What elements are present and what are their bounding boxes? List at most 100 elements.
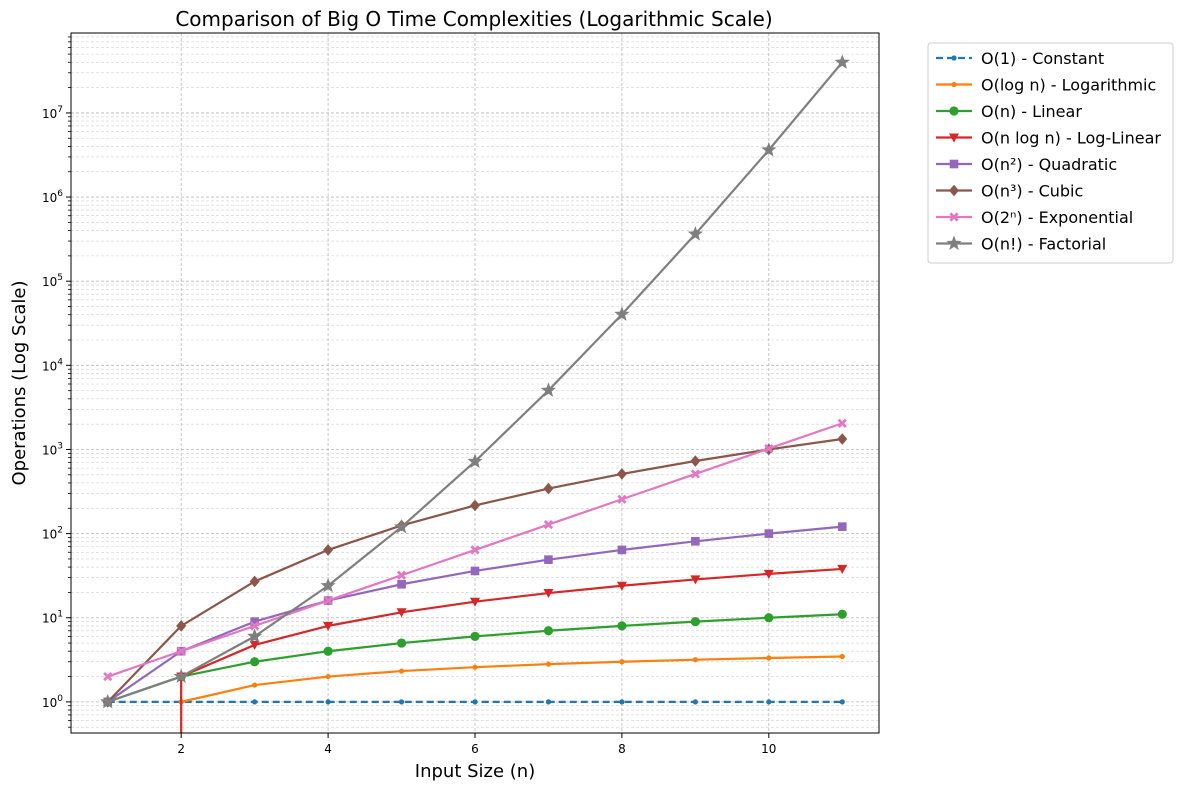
data-point [393, 518, 410, 534]
data-point [617, 545, 627, 555]
legend-label: O(n²) - Quadratic [981, 155, 1117, 174]
y-axis: 100 101 102 103 104 105 106 107 [42, 36, 71, 728]
legend-label: O(1) - Constant [981, 49, 1104, 68]
data-point [100, 693, 116, 709]
data-point [543, 626, 554, 636]
x-tick-label: 10 [761, 742, 776, 756]
data-point [837, 433, 848, 445]
legend: O(1) - Constant O(log n) - Logarithmic O(n… [927, 42, 1174, 264]
data-point [397, 579, 406, 589]
data-point [250, 657, 260, 667]
y-tick-label: 102 [42, 526, 63, 542]
data-point [250, 621, 260, 631]
data-point [692, 657, 698, 663]
legend-item: O(n log n) - Log-Linear [936, 129, 1161, 148]
data-point [690, 575, 701, 585]
data-point [176, 620, 187, 632]
data-point [690, 469, 700, 479]
data-point [543, 519, 554, 530]
series-6 [103, 418, 847, 682]
data-point [247, 628, 263, 643]
data-point [320, 577, 336, 593]
data-point [839, 653, 845, 660]
x-tick-label: 4 [324, 742, 332, 756]
data-point [323, 646, 333, 656]
data-point [614, 306, 630, 321]
data-point [543, 589, 554, 599]
y-tick-label: 105 [42, 273, 63, 289]
data-point [619, 659, 625, 665]
data-point [616, 581, 627, 591]
data-point [398, 668, 405, 674]
data-point [398, 699, 405, 705]
data-point [396, 608, 407, 618]
legend-label: O(n³) - Cubic [981, 182, 1083, 201]
data-point [837, 564, 848, 574]
data-point [325, 673, 331, 680]
x-axis: 2 4 6 8 10 [177, 733, 776, 756]
legend-item: O(n²) - Quadratic [936, 155, 1117, 174]
major-grid [71, 33, 879, 733]
data-point [252, 682, 258, 688]
y-tick-label: 106 [42, 189, 63, 205]
data-point [617, 621, 627, 631]
series-layer [100, 54, 850, 733]
series-line [180, 655, 843, 703]
legend-item: O(n!) - Factorial [936, 235, 1106, 254]
data-point [691, 537, 700, 546]
y-axis-label: Operations (Log Scale) [9, 280, 30, 485]
data-point [545, 661, 552, 667]
chart-title: Comparison of Big O Time Complexities (L… [175, 7, 772, 31]
data-point [766, 699, 772, 705]
data-point [323, 544, 334, 556]
data-point [839, 699, 845, 705]
data-point [470, 597, 480, 607]
data-point [467, 453, 483, 468]
series-1 [178, 653, 845, 705]
data-point [761, 141, 777, 157]
data-point [837, 418, 847, 428]
legend-label: O(n log n) - Log-Linear [981, 129, 1161, 148]
data-point [472, 664, 478, 670]
legend-marker [949, 159, 959, 169]
data-point [617, 494, 627, 504]
data-point [764, 613, 774, 623]
legend-item: O(1) - Constant [936, 49, 1104, 68]
data-point [173, 668, 189, 684]
data-point [619, 699, 625, 705]
data-point [764, 444, 774, 454]
data-point [763, 569, 774, 579]
y-tick-label: 104 [42, 357, 63, 373]
data-point [687, 226, 703, 241]
data-point [766, 655, 772, 661]
legend-marker [949, 212, 959, 222]
legend-label: O(n!) - Factorial [981, 235, 1106, 254]
data-point [470, 499, 480, 512]
legend-marker [946, 235, 962, 250]
data-point [103, 671, 113, 682]
series-7 [100, 54, 850, 709]
data-point [252, 699, 258, 705]
data-point [250, 617, 259, 626]
y-tick-label: 107 [42, 105, 63, 121]
legend-marker [951, 81, 957, 88]
data-point [543, 482, 554, 495]
data-point [690, 616, 700, 627]
legend-label: O(2ⁿ) - Exponential [981, 208, 1133, 227]
legend-marker [949, 184, 959, 197]
legend-marker [949, 106, 959, 116]
x-tick-label: 8 [618, 742, 626, 756]
legend-label: O(n) - Linear [981, 102, 1082, 121]
legend-label: O(log n) - Logarithmic [981, 76, 1156, 95]
legend-item: O(n) - Linear [936, 102, 1082, 121]
data-point [176, 646, 186, 656]
data-point [470, 566, 480, 576]
data-point [249, 575, 260, 588]
data-point [837, 609, 847, 619]
data-point [837, 522, 847, 531]
data-point [323, 595, 333, 606]
series-3 [176, 564, 848, 733]
data-point [764, 529, 774, 538]
data-point [396, 638, 407, 648]
